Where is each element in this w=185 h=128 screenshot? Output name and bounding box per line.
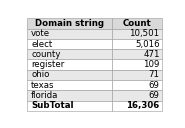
- Text: register: register: [31, 60, 64, 69]
- Bar: [112, 18, 162, 29]
- Bar: [112, 101, 162, 111]
- Text: 10,501: 10,501: [130, 29, 160, 38]
- Text: 5,016: 5,016: [135, 40, 160, 49]
- Bar: [112, 90, 162, 101]
- Text: SubTotal: SubTotal: [31, 101, 73, 110]
- Text: 109: 109: [143, 60, 160, 69]
- Text: 471: 471: [143, 50, 160, 59]
- Text: vote: vote: [31, 29, 50, 38]
- Bar: [27, 18, 112, 29]
- Text: florida: florida: [31, 91, 58, 100]
- Text: ohio: ohio: [31, 70, 49, 79]
- Bar: [112, 60, 162, 70]
- Bar: [27, 101, 112, 111]
- Bar: [27, 80, 112, 90]
- Bar: [27, 29, 112, 39]
- Text: 69: 69: [149, 91, 160, 100]
- Text: 71: 71: [149, 70, 160, 79]
- Text: Domain string: Domain string: [35, 19, 104, 28]
- Bar: [27, 70, 112, 80]
- Bar: [112, 49, 162, 60]
- Text: Count: Count: [123, 19, 152, 28]
- Bar: [27, 60, 112, 70]
- Bar: [112, 70, 162, 80]
- Bar: [112, 29, 162, 39]
- Bar: [112, 39, 162, 49]
- Bar: [27, 39, 112, 49]
- Bar: [27, 90, 112, 101]
- Text: 16,306: 16,306: [126, 101, 160, 110]
- Text: texas: texas: [31, 81, 55, 90]
- Text: 69: 69: [149, 81, 160, 90]
- Bar: [112, 80, 162, 90]
- Bar: [27, 49, 112, 60]
- Text: county: county: [31, 50, 60, 59]
- Text: elect: elect: [31, 40, 52, 49]
